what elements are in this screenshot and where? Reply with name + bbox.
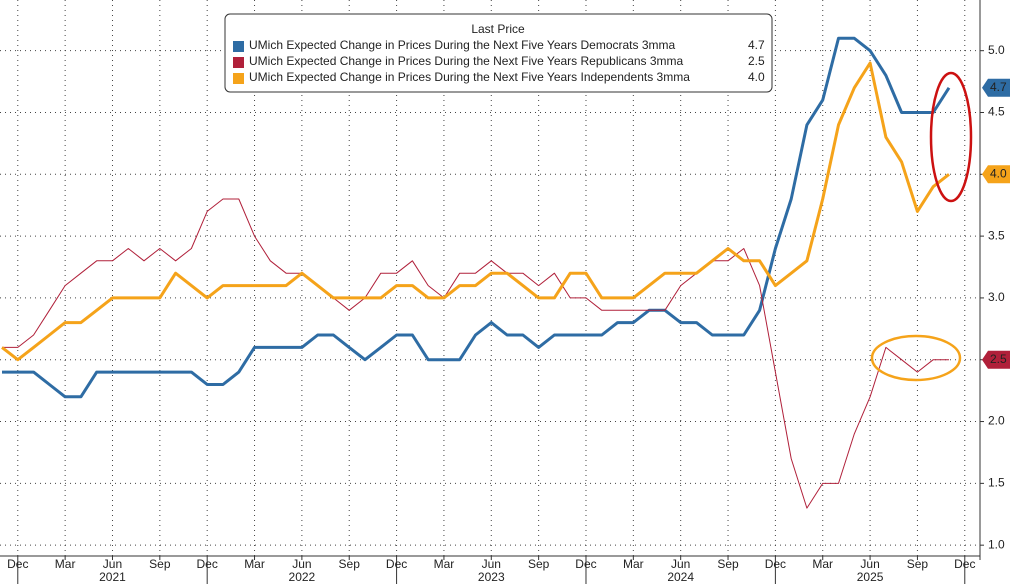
legend-box [224,13,773,93]
legend-value: 2.5 [748,54,765,68]
x-tick-label: Dec [386,557,407,571]
x-tick-label: Sep [149,557,171,571]
x-tick-label: Mar [812,557,833,571]
x-tick-label: Mar [244,557,265,571]
x-tick-label: Dec [954,557,975,571]
year-label: 2021 [99,570,126,584]
y-tick-label: 1.5 [988,476,1005,490]
last-price-label: 4.0 [990,166,1007,180]
year-label: 2023 [478,570,505,584]
x-tick-label: Jun [671,557,690,571]
x-tick-label: Sep [528,557,550,571]
series-line [1,61,950,362]
x-tick-label: Jun [292,557,311,571]
x-tick-label: Jun [860,557,879,571]
y-tick-label: 3.5 [988,228,1005,242]
legend-value: 4.0 [748,70,765,84]
legend: Last Price UMich Expected Change in Pric… [224,13,773,93]
lines [1,36,951,509]
x-tick-label: Sep [907,557,929,571]
y-tick-label: 5.0 [988,43,1005,57]
x-tick-label: Dec [765,557,786,571]
legend-title: Last Price [471,22,525,36]
last-price-tag [982,165,1010,184]
year-label: 2025 [857,570,884,584]
x-tick-label: Jun [103,557,122,571]
year-label: 2024 [667,570,694,584]
legend-swatch [233,73,244,84]
last-price-tag [982,78,1010,97]
year-label: 2022 [289,570,316,584]
x-tick-label: Dec [575,557,596,571]
y-tick-label: 3.0 [988,290,1005,304]
x-tick-label: Mar [55,557,76,571]
legend-swatch [233,57,244,68]
x-tick-label: Mar [623,557,644,571]
x-tick-label: Mar [434,557,455,571]
x-tick-label: Sep [717,557,739,571]
legend-label: UMich Expected Change in Prices During t… [249,70,690,84]
highlight-ellipse [929,71,973,203]
x-tick-label: Sep [339,557,361,571]
x-tick-label: Jun [482,557,501,571]
legend-label: UMich Expected Change in Prices During t… [249,38,676,52]
highlight-ellipse [870,334,962,382]
x-tick-label: Dec [7,557,28,571]
last-price-tag [982,350,1010,369]
x-tick-label: Dec [197,557,218,571]
series-line [2,36,951,399]
legend-value: 4.7 [748,38,765,52]
last-price-label: 2.5 [990,352,1007,366]
series-line [2,198,949,509]
legend-label: UMich Expected Change in Prices During t… [249,54,684,68]
y-tick-label: 2.0 [988,414,1005,428]
last-price-label: 4.7 [990,80,1007,94]
y-tick-label: 1.0 [988,537,1005,551]
legend-swatch [233,41,244,52]
y-tick-label: 4.5 [988,105,1005,119]
